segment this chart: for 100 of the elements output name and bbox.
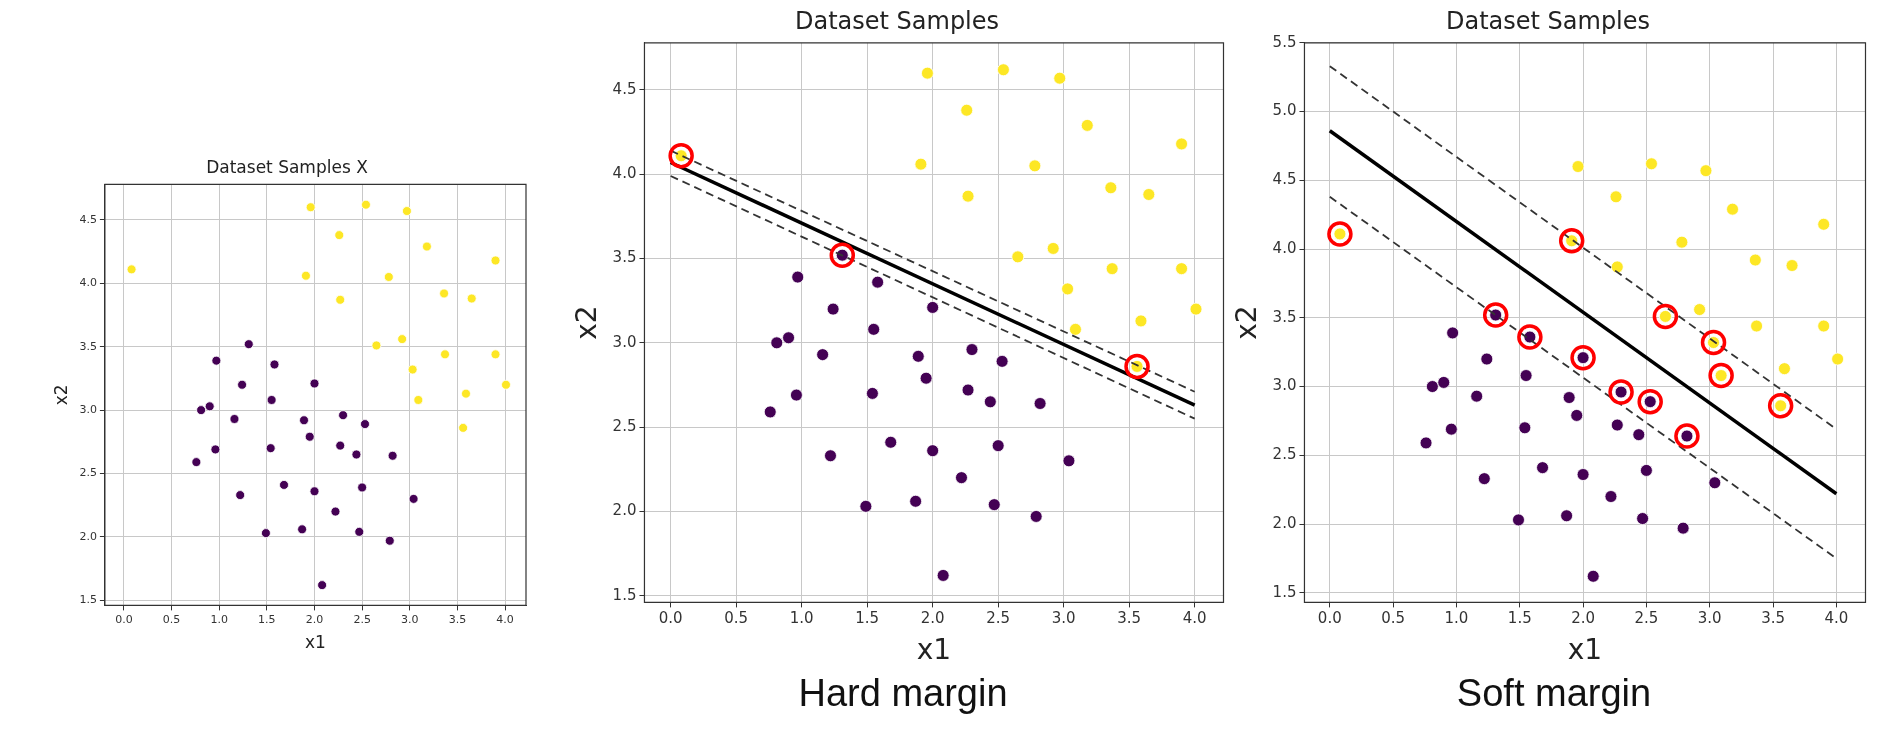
y-tick-label: 4.5 [79, 212, 97, 226]
point [458, 422, 469, 433]
point [866, 386, 879, 400]
point [1748, 253, 1762, 267]
x-tick-label: 2.5 [1634, 609, 1659, 628]
point [1610, 418, 1624, 432]
point [1477, 472, 1491, 486]
y-tick-label: 1.5 [612, 585, 637, 604]
point [668, 142, 694, 169]
point [1134, 314, 1148, 328]
point [1437, 376, 1451, 389]
x-tick-label: 0.0 [115, 612, 133, 626]
x-tick-label: 2.0 [920, 609, 945, 628]
point [1750, 319, 1763, 333]
point [1189, 302, 1203, 316]
y-axis-title: x2 [570, 305, 604, 340]
point [237, 379, 247, 390]
point [1645, 157, 1658, 171]
x-tick-label: 1.0 [1444, 609, 1469, 628]
point [824, 449, 837, 463]
point [357, 482, 368, 493]
x-tick-label: 3.0 [1697, 609, 1722, 628]
point [1675, 235, 1689, 249]
x-tick-label: 0.5 [724, 609, 749, 628]
y-tick-label: 2.0 [1272, 513, 1297, 532]
point [1831, 352, 1845, 366]
y-tick-label: 5.0 [1272, 101, 1297, 120]
point [829, 242, 856, 268]
y-tick-label: 4.0 [612, 164, 637, 183]
point [926, 444, 940, 458]
point [338, 410, 348, 421]
point [1142, 188, 1156, 201]
point [299, 415, 309, 426]
x-tick-label: 0.5 [162, 612, 181, 626]
x-axis-title: x1 [305, 632, 326, 653]
point [371, 340, 382, 351]
y-tick-label: 2.5 [1272, 445, 1297, 464]
point [919, 371, 933, 385]
point [1571, 160, 1585, 173]
point [351, 449, 362, 460]
x-tick-label: 1.5 [258, 612, 276, 626]
point [960, 103, 974, 117]
x-tick-label: 3.5 [1761, 609, 1785, 628]
point [1640, 464, 1653, 477]
point [422, 241, 432, 252]
point [1046, 242, 1060, 255]
y-tick-label: 4.5 [1272, 170, 1297, 189]
point [1033, 397, 1047, 410]
x-axis-title: x1 [916, 633, 952, 667]
point [317, 580, 328, 591]
point [1778, 362, 1791, 376]
point [265, 443, 276, 454]
point [235, 490, 246, 500]
x-tick-label: 4.0 [1182, 609, 1207, 628]
point [229, 414, 240, 424]
point [354, 526, 365, 537]
point [1061, 282, 1074, 296]
y-tick-label: 3.5 [612, 248, 637, 267]
point [211, 355, 222, 366]
point [1517, 324, 1543, 350]
point [1817, 217, 1831, 231]
point [1444, 422, 1458, 436]
point [1632, 428, 1646, 442]
chart-title: Dataset Samples X [206, 156, 369, 177]
point [1570, 344, 1596, 371]
point [397, 334, 408, 345]
point [1062, 454, 1076, 468]
point [461, 388, 471, 399]
x-tick-label: 2.5 [353, 612, 371, 626]
point [859, 499, 873, 513]
point [1105, 262, 1119, 276]
point [1674, 423, 1700, 449]
point [867, 322, 881, 336]
point [1608, 379, 1634, 405]
point [210, 444, 221, 455]
point [301, 270, 311, 281]
point [1419, 436, 1433, 450]
x-tick-label: 3.0 [1051, 609, 1076, 628]
point [961, 189, 975, 203]
point [1609, 190, 1623, 204]
point [466, 293, 477, 304]
x-tick-label: 1.5 [1507, 609, 1532, 628]
point [991, 439, 1005, 453]
point [126, 264, 137, 275]
point [335, 294, 346, 305]
point [1519, 369, 1533, 382]
text: Soft margin [1455, 672, 1653, 715]
x-tick-label: 2.0 [305, 612, 324, 626]
point [763, 405, 777, 419]
point [383, 272, 394, 282]
point [384, 535, 395, 546]
point [926, 301, 940, 314]
point [909, 494, 923, 508]
point [243, 339, 254, 350]
point [790, 388, 803, 402]
point [1693, 303, 1706, 316]
point [1562, 391, 1576, 404]
point [360, 419, 370, 429]
y-tick-label: 1.5 [1272, 582, 1297, 601]
point [1124, 353, 1150, 380]
